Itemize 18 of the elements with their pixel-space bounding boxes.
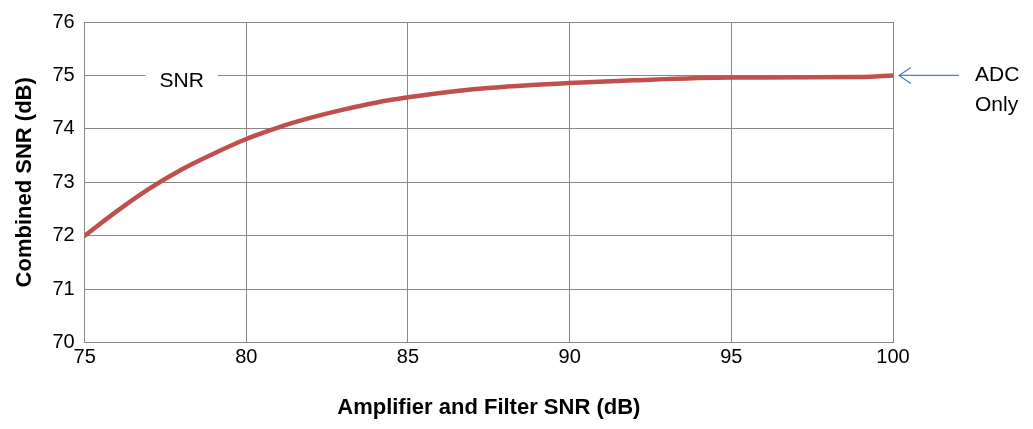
x-tick-label: 100 (876, 345, 910, 368)
y-tick-label: 70 (52, 330, 75, 353)
y-tick-label: 73 (52, 169, 75, 192)
y-tick-label: 71 (52, 276, 75, 299)
x-tick-label: 95 (720, 345, 743, 368)
y-tick-label: 75 (52, 62, 75, 85)
x-tick-label: 75 (73, 345, 96, 368)
x-tick-label: 85 (396, 345, 420, 368)
x-axis-title: Amplifier and Filter SNR (dB) (337, 393, 641, 419)
y-tick-label: 74 (52, 116, 75, 139)
annotation: SNR (159, 68, 204, 92)
x-tick-label: 80 (235, 345, 258, 368)
y-tick-label: 76 (52, 9, 75, 32)
annotation: ADC Only (975, 62, 1020, 116)
y-axis-title: Combined SNR (dB) (11, 77, 37, 288)
x-tick-label: 90 (558, 345, 581, 368)
line-series (84, 73, 893, 238)
y-tick-label: 72 (52, 223, 75, 246)
